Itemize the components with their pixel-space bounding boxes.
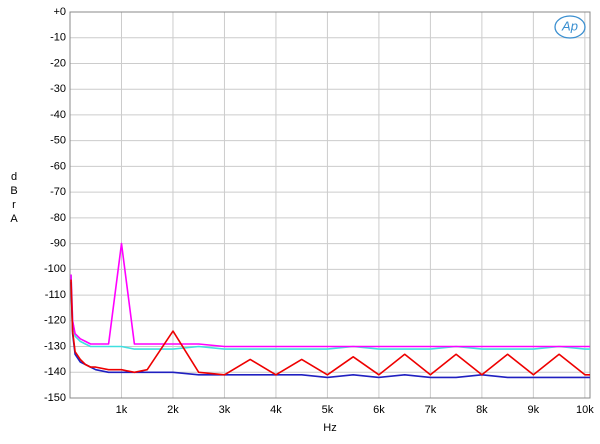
y-tick-label: -100: [44, 263, 66, 275]
series-line: [70, 282, 590, 379]
x-tick-label: 3k: [219, 404, 231, 416]
y-tick-label: +0: [53, 6, 66, 18]
y-tick-label: -80: [50, 212, 66, 224]
y-tick-label: -10: [50, 32, 66, 44]
series-line: [70, 274, 590, 350]
plot-frame: [69, 11, 591, 399]
y-tick-label: -150: [44, 392, 66, 404]
y-tick-label: -140: [44, 366, 66, 378]
y-tick-label: -40: [50, 109, 66, 121]
y-tick-label: -110: [45, 289, 66, 301]
x-tick-label: 8k: [476, 404, 488, 416]
series-line: [70, 279, 590, 376]
x-tick-label: 4k: [270, 404, 282, 416]
y-tick-label: -120: [44, 315, 66, 327]
y-tick-label: -130: [44, 340, 66, 352]
y-tick-label: -20: [50, 57, 66, 69]
y-tick-label: -70: [50, 186, 66, 198]
x-tick-label: 9k: [528, 404, 540, 416]
y-tick-label: -30: [50, 83, 66, 95]
x-tick-label: 10k: [576, 404, 594, 416]
series-line: [70, 242, 590, 348]
logo: Ap: [561, 18, 578, 33]
x-tick-label: 5k: [322, 404, 334, 416]
y-axis-label: dBr A: [10, 171, 19, 225]
x-tick-label: 1k: [116, 404, 128, 416]
y-tick-label: -50: [50, 135, 66, 147]
x-axis-label: Hz: [323, 422, 336, 434]
y-tick-label: -90: [50, 238, 66, 250]
x-tick-label: 7k: [425, 404, 437, 416]
x-tick-label: 2k: [167, 404, 179, 416]
y-tick-label: -60: [50, 160, 66, 172]
x-tick-label: 6k: [373, 404, 385, 416]
logo-ring: [554, 15, 586, 39]
